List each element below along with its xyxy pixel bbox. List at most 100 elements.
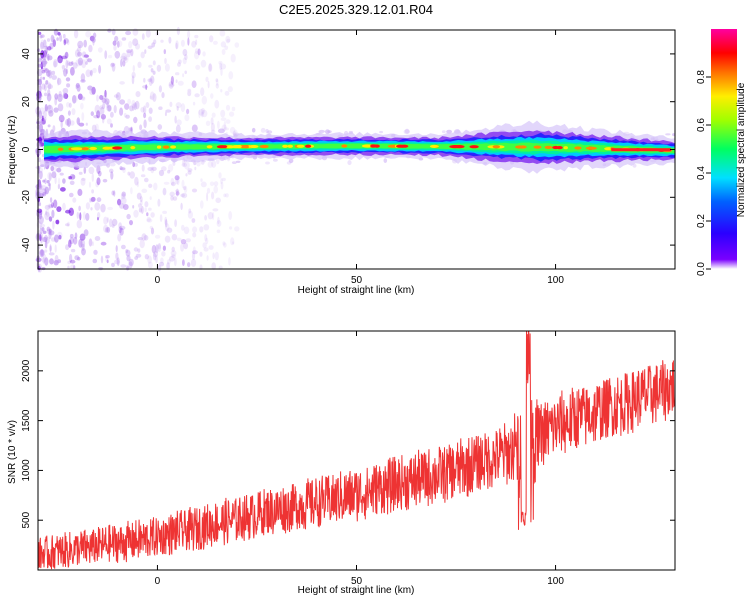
noise-dot <box>160 39 164 43</box>
noise-dot <box>273 158 278 162</box>
noise-dot <box>39 35 43 39</box>
noise-dot <box>157 124 163 130</box>
noise-dot <box>143 77 146 83</box>
noise-dot <box>56 206 62 213</box>
noise-dot <box>147 255 152 264</box>
noise-dot <box>167 259 171 265</box>
noise-dot <box>138 203 142 208</box>
noise-dot <box>132 28 139 36</box>
noise-dot <box>79 96 86 101</box>
noise-dot <box>229 111 235 117</box>
noise-dot <box>91 241 94 246</box>
noise-dot <box>150 75 155 84</box>
y-tick-label: 20 <box>21 96 32 108</box>
noise-dot <box>77 40 84 49</box>
noise-dot <box>107 105 112 112</box>
noise-dot <box>225 35 231 44</box>
noise-dot <box>195 64 201 70</box>
noise-dot <box>39 107 45 115</box>
noise-dot <box>446 129 452 134</box>
noise-dot <box>36 95 42 102</box>
noise-dot <box>194 34 199 39</box>
noise-dot <box>110 62 116 67</box>
noise-dot <box>67 260 72 265</box>
noise-dot <box>78 60 83 66</box>
noise-dot <box>215 79 219 86</box>
noise-dot <box>48 216 53 222</box>
noise-dot <box>97 217 99 221</box>
noise-dot <box>149 95 152 100</box>
noise-dot <box>231 161 237 165</box>
noise-dot <box>123 57 128 61</box>
noise-dot <box>143 112 147 119</box>
noise-dot <box>111 190 115 196</box>
noise-dot <box>180 202 183 210</box>
noise-dot <box>57 93 63 103</box>
noise-dot <box>103 224 109 233</box>
noise-dot <box>77 188 83 196</box>
noise-dot <box>200 181 207 188</box>
noise-dot <box>85 202 90 210</box>
noise-dot <box>111 63 116 72</box>
noise-dot <box>147 45 153 50</box>
noise-dot <box>70 66 75 76</box>
noise-dot <box>126 49 132 54</box>
noise-dot <box>130 48 134 57</box>
noise-dot <box>93 115 99 119</box>
noise-dot <box>74 49 80 58</box>
noise-dot <box>213 181 219 187</box>
noise-dot <box>212 208 219 212</box>
noise-dot <box>128 258 134 267</box>
noise-dot <box>98 170 102 177</box>
noise-dot <box>113 45 117 51</box>
noise-dot <box>81 112 85 121</box>
noise-dot <box>135 43 140 50</box>
noise-dot <box>137 248 141 253</box>
noise-dot <box>101 98 107 104</box>
noise-dot <box>206 255 209 261</box>
noise-dot <box>77 57 83 66</box>
noise-dot <box>91 189 94 194</box>
noise-dot <box>40 41 44 50</box>
noise-dot <box>37 31 42 35</box>
colorbar-tick-label: 0.8 <box>696 70 707 84</box>
noise-dot <box>65 102 70 108</box>
noise-dot <box>59 172 64 176</box>
noise-dot <box>58 114 65 123</box>
noise-dot <box>132 103 135 111</box>
noise-dot <box>224 90 230 96</box>
noise-dot <box>119 81 125 85</box>
noise-dot <box>68 239 72 248</box>
x-tick-label: 0 <box>155 275 161 286</box>
noise-dot <box>191 124 198 133</box>
noise-dot <box>46 70 51 77</box>
ridge-hotspot <box>163 145 170 149</box>
noise-dot <box>80 177 86 186</box>
noise-dot <box>48 110 54 117</box>
noise-dot <box>181 179 185 189</box>
noise-dot <box>199 251 203 257</box>
noise-dot <box>184 54 188 61</box>
noise-dot <box>47 82 52 90</box>
noise-dot <box>164 63 170 72</box>
noise-dot <box>62 87 69 94</box>
noise-dot <box>38 94 43 98</box>
noise-dot <box>89 35 95 42</box>
noise-dot <box>170 195 174 201</box>
noise-dot <box>57 259 61 264</box>
noise-dot <box>112 40 117 46</box>
noise-dot <box>120 55 126 60</box>
noise-dot <box>203 224 210 231</box>
noise-dot <box>105 256 109 262</box>
noise-dot <box>404 128 410 134</box>
noise-dot <box>203 247 209 252</box>
noise-dot <box>195 39 198 45</box>
noise-dot <box>53 28 59 36</box>
noise-dot <box>228 257 231 266</box>
noise-dot <box>160 257 164 264</box>
noise-dot <box>162 210 168 214</box>
ridge-hotspot <box>604 147 613 151</box>
noise-dot <box>76 47 82 52</box>
noise-dot <box>143 235 149 241</box>
